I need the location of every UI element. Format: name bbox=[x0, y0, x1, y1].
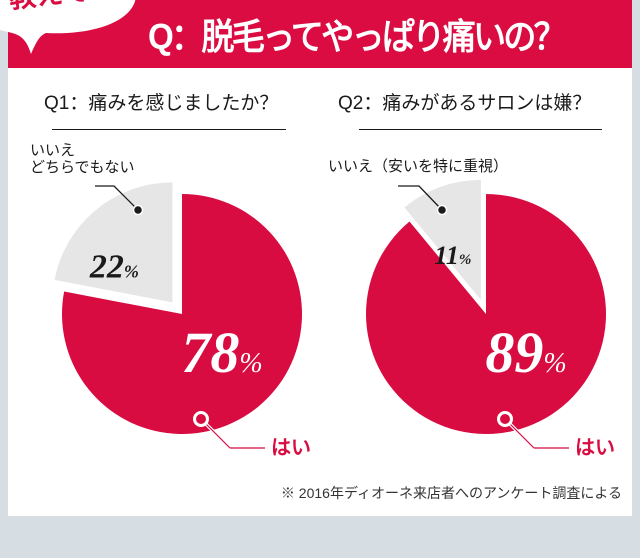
svg-text:はい: はい bbox=[575, 437, 615, 459]
svg-text:はい: はい bbox=[271, 437, 311, 459]
